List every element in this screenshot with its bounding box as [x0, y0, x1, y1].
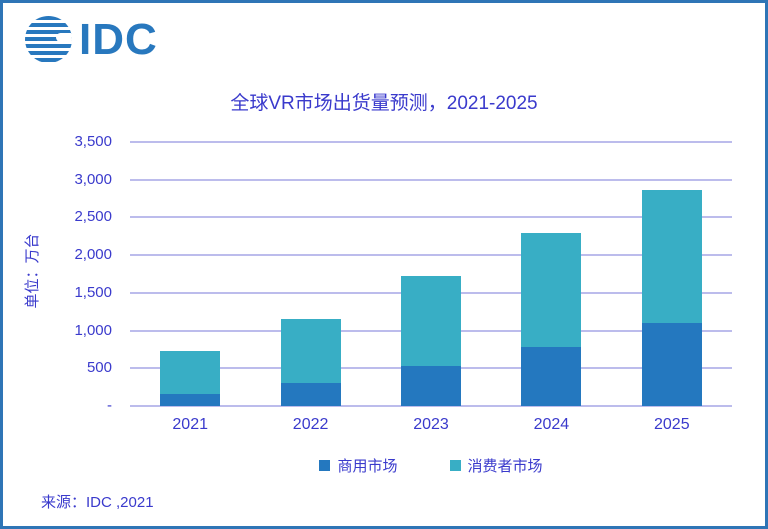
- bar-segment-商用市场-2025: [641, 323, 702, 406]
- legend-item-商用市场: 商用市场: [319, 455, 398, 476]
- x-tick-label: 2023: [413, 416, 449, 433]
- x-tick-label: 2022: [292, 416, 329, 433]
- gridline: [130, 254, 732, 257]
- bar-2025: [641, 190, 702, 406]
- legend-item-消费者市场: 消费者市场: [449, 455, 543, 476]
- bar-2024: [521, 233, 582, 406]
- x-axis-tick-labels: 2021 2022 2023 2024 2025: [130, 416, 732, 438]
- bar-2023: [401, 276, 461, 406]
- bar-segment-消费者市场-2021: [160, 350, 221, 394]
- x-tick-label: 2025: [654, 416, 690, 433]
- idc-globe-icon: [25, 16, 72, 63]
- idc-logo: IDC: [25, 16, 158, 63]
- legend-label: 消费者市场: [467, 458, 543, 475]
- bar-segment-商用市场-2021: [160, 393, 221, 406]
- chart-title: 全球VR市场出货量预测，2021-2025: [230, 93, 538, 114]
- gridline: [130, 178, 732, 181]
- idc-logo-text: IDC: [79, 15, 158, 64]
- bar-segment-商用市场-2023: [401, 366, 461, 406]
- bar-segment-消费者市场-2024: [521, 233, 582, 348]
- gridline: [130, 141, 732, 143]
- legend-swatch-icon: [449, 460, 461, 471]
- gridline: [130, 405, 732, 407]
- legend-swatch-icon: [319, 460, 331, 471]
- bar-segment-商用市场-2022: [280, 383, 341, 406]
- legend: 商用市场 消费者市场: [130, 455, 732, 476]
- y-tick-label: 2,000: [74, 246, 112, 264]
- source-note: 来源：IDC ,2021: [41, 494, 154, 511]
- y-tick-label: 500: [86, 359, 112, 377]
- y-tick-label: 3,000: [74, 170, 112, 188]
- x-tick-label: 2021: [172, 416, 208, 433]
- legend-label: 商用市场: [337, 458, 398, 475]
- bar-segment-消费者市场-2022: [280, 319, 341, 384]
- y-tick-label: 1,000: [74, 321, 112, 339]
- y-tick-label: 1,500: [74, 283, 112, 301]
- x-tick-label: 2024: [533, 416, 570, 433]
- bar-segment-商用市场-2024: [521, 347, 582, 406]
- bar-segment-消费者市场-2023: [401, 276, 461, 367]
- bar-segment-消费者市场-2025: [641, 190, 702, 324]
- plot-area: [130, 141, 732, 407]
- gridline: [130, 216, 732, 219]
- y-tick-label: 2,500: [74, 208, 112, 226]
- y-tick-label: 3,500: [74, 133, 112, 150]
- y-tick-label: -: [107, 397, 112, 414]
- y-axis-tick-labels: - 500 1,000 1,500 2,000 2,500 3,000 3,500: [3, 133, 112, 414]
- bar-2021: [160, 350, 221, 406]
- bar-2022: [280, 319, 341, 406]
